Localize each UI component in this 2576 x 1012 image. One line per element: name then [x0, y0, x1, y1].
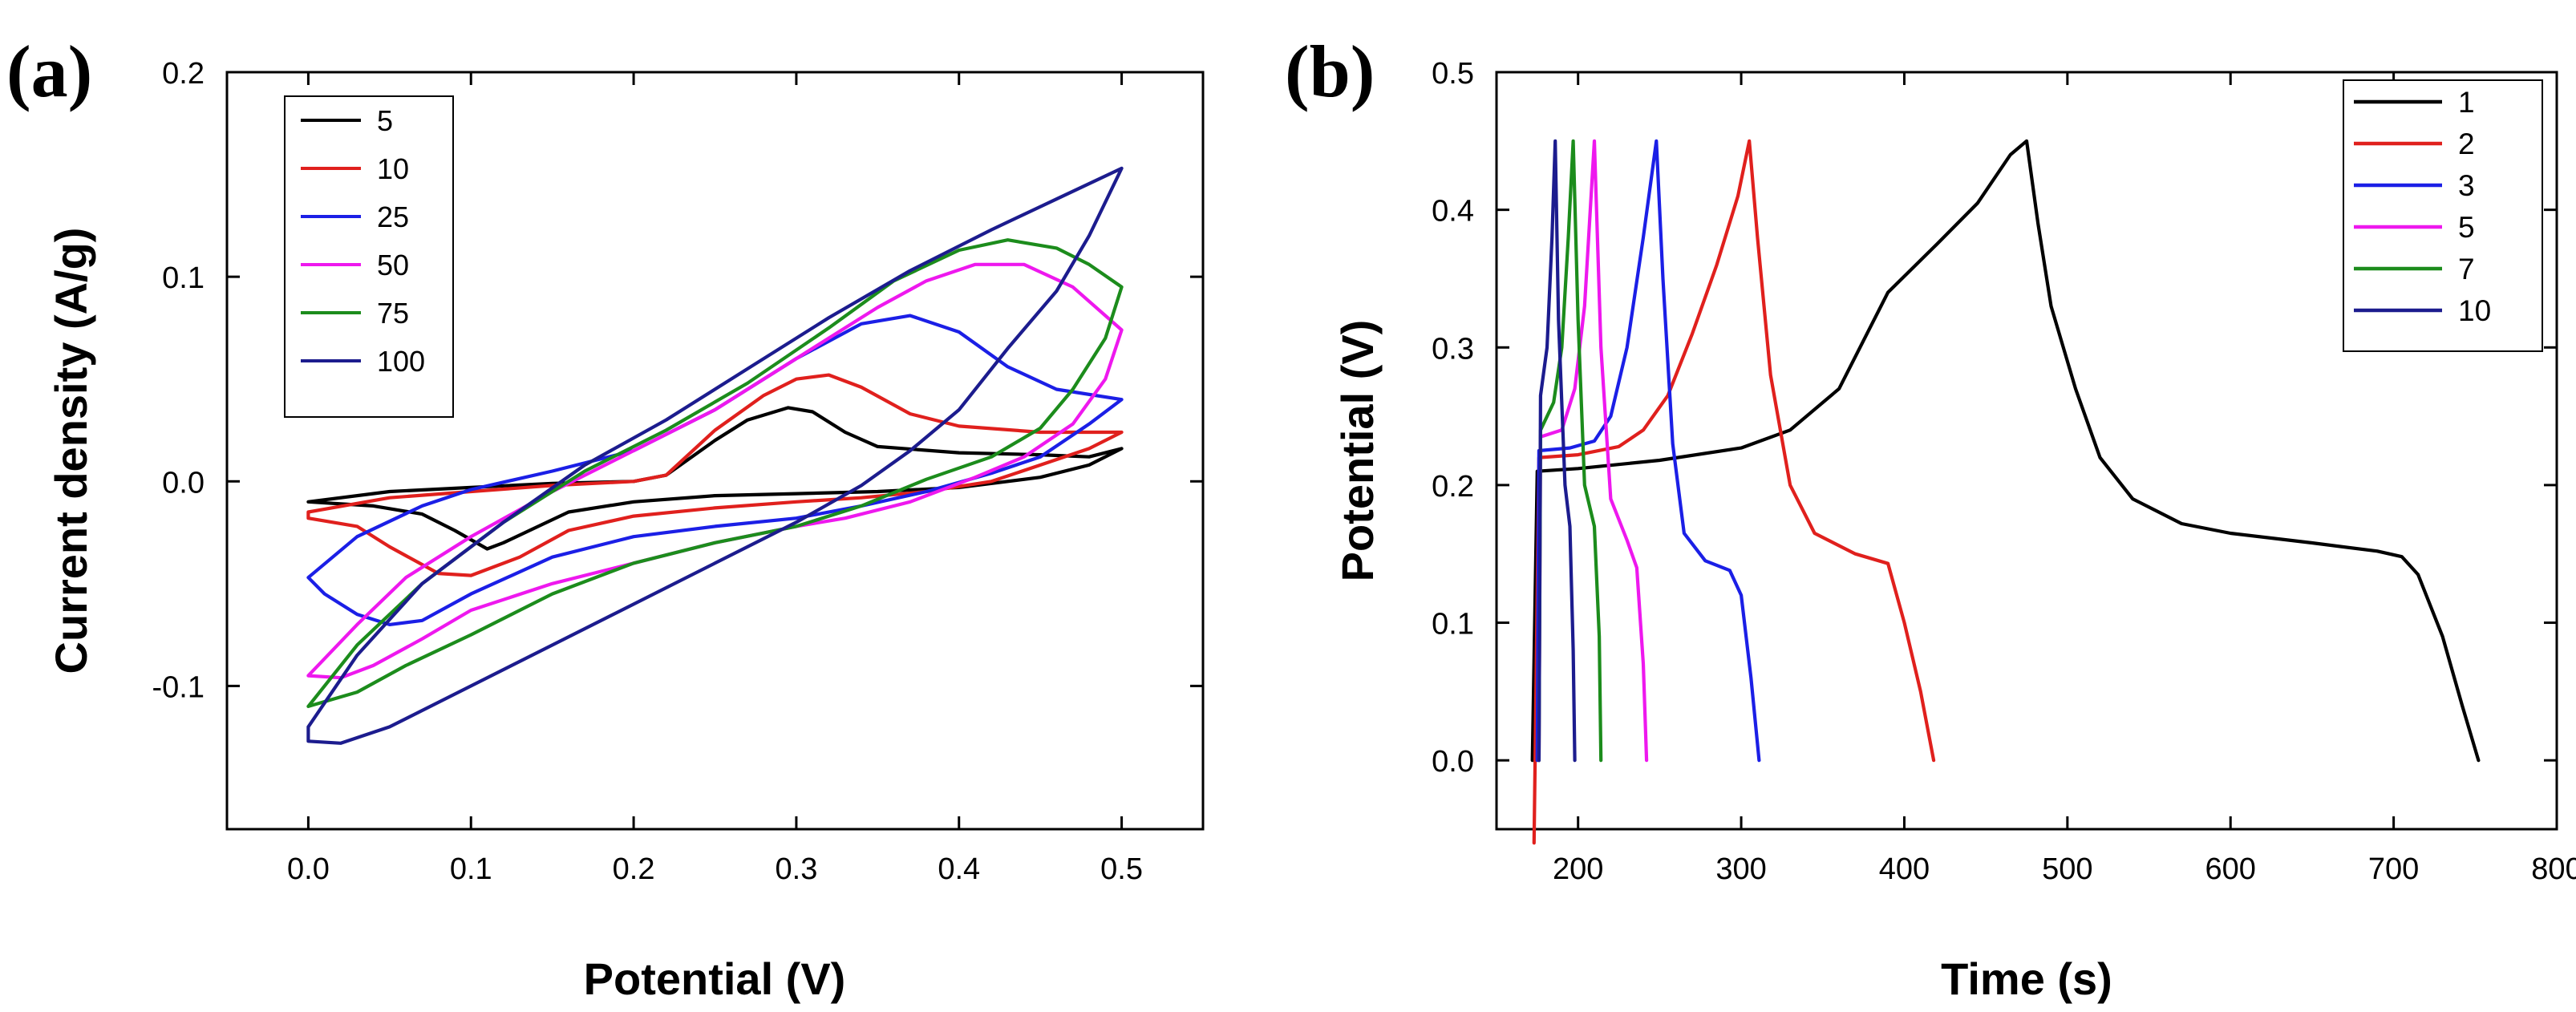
tick-group-b	[1497, 71, 2558, 829]
legend-label: 25	[377, 200, 409, 233]
legend-label: 5	[2458, 211, 2475, 244]
series-group-a	[306, 166, 1124, 745]
panel-label-b: (b)	[1285, 30, 1375, 112]
y-axis-title-a: Current density (A/g)	[46, 228, 96, 674]
series-line-10	[1537, 139, 1577, 763]
x-tick-label: 700	[2368, 852, 2419, 886]
legend-box-b	[2343, 79, 2543, 352]
y-tick-label: 0.0	[1432, 745, 1474, 779]
legend-a: 5 10 25 50 75 100	[284, 95, 454, 418]
x-tick-label: 0.2	[613, 852, 655, 886]
x-tick-labels-a: 0.0 0.1 0.2 0.3 0.4 0.5	[287, 852, 1143, 886]
x-tick-label: 300	[1715, 852, 1766, 886]
legend-label: 1	[2458, 86, 2475, 119]
cv-panel: (a) 0.0 0.1 0.2 0.3 0.4 0.5 -0.1 0.0 0.1…	[6, 30, 1205, 1004]
y-tick-labels-b: 0.0 0.1 0.2 0.3 0.4 0.5	[1432, 57, 1474, 779]
x-tick-label: 600	[2205, 852, 2256, 886]
panel-label-a: (a)	[6, 30, 92, 112]
legend-b: 1 2 3 5 7 10	[2343, 79, 2543, 352]
y-axis-title-b: Potential (V)	[1332, 320, 1383, 582]
series-line-10	[306, 373, 1124, 577]
x-axis-title-b: Time (s)	[1941, 953, 2112, 1004]
y-tick-label: -0.1	[152, 670, 205, 704]
legend-label: 10	[2458, 294, 2491, 327]
tick-group-a	[227, 71, 1203, 829]
y-tick-label: 0.5	[1432, 57, 1474, 91]
series-line-2	[1532, 139, 1936, 845]
y-tick-label: 0.4	[1432, 195, 1474, 229]
x-tick-labels-b: 200 300 400 500 600 700 800	[1553, 852, 2576, 886]
x-tick-label: 0.1	[450, 852, 492, 886]
x-tick-label: 500	[2042, 852, 2092, 886]
legend-box-a	[284, 95, 454, 418]
legend-label: 5	[377, 104, 393, 137]
plot-frame-b	[1495, 71, 2558, 831]
legend-label: 2	[2458, 128, 2475, 160]
series-line-1	[1530, 139, 2481, 763]
gcd-panel: (b) 200 300 400 500 600 700 800 0.0 0.1 …	[1285, 30, 2576, 1004]
legend-label: 100	[377, 345, 425, 378]
series-line-100	[306, 166, 1124, 745]
x-axis-title-a: Potential (V)	[584, 953, 846, 1004]
legend-label: 3	[2458, 169, 2475, 202]
legend-label: 10	[377, 152, 409, 185]
x-tick-label: 400	[1879, 852, 1930, 886]
x-tick-label: 0.4	[938, 852, 980, 886]
x-tick-label: 200	[1553, 852, 1603, 886]
series-line-5	[1537, 139, 1649, 763]
series-line-50	[306, 262, 1124, 680]
series-line-7	[1537, 139, 1603, 763]
y-tick-label: 0.1	[162, 261, 205, 295]
y-tick-label: 0.1	[1432, 608, 1474, 642]
y-tick-label: 0.3	[1432, 332, 1474, 366]
plot-frame-a	[225, 71, 1205, 831]
x-tick-label: 0.5	[1100, 852, 1143, 886]
x-tick-label: 0.0	[287, 852, 330, 886]
x-tick-label: 800	[2531, 852, 2576, 886]
series-line-25	[306, 314, 1124, 626]
legend-label: 75	[377, 297, 409, 330]
y-tick-label: 0.2	[162, 57, 205, 91]
series-line-75	[306, 238, 1124, 708]
y-tick-label: 0.2	[1432, 470, 1474, 504]
legend-label: 7	[2458, 253, 2475, 285]
legend-label: 50	[377, 249, 409, 281]
series-group-b	[1530, 139, 2481, 845]
y-tick-labels-a: -0.1 0.0 0.1 0.2	[152, 57, 205, 704]
legend-swatches-a	[301, 119, 361, 362]
y-tick-label: 0.0	[162, 466, 205, 500]
legend-swatches-b	[2354, 99, 2442, 313]
x-tick-label: 0.3	[776, 852, 818, 886]
